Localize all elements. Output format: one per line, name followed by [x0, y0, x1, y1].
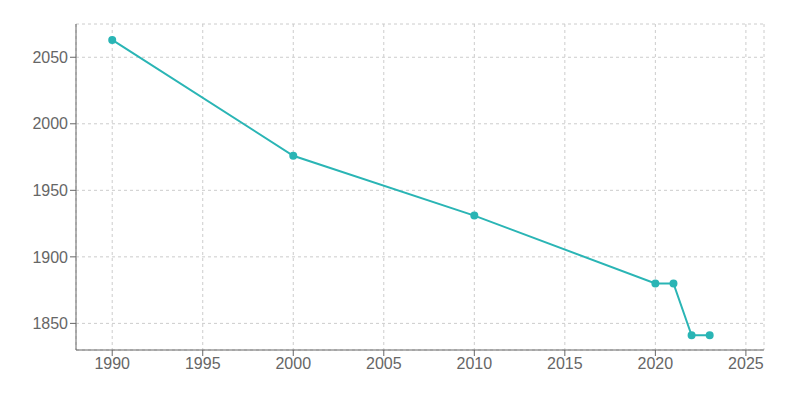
svg-text:2010: 2010	[457, 355, 493, 372]
svg-text:2000: 2000	[32, 115, 68, 132]
svg-text:2005: 2005	[366, 355, 402, 372]
svg-text:2020: 2020	[638, 355, 674, 372]
svg-text:2050: 2050	[32, 49, 68, 66]
svg-text:1950: 1950	[32, 182, 68, 199]
svg-text:1850: 1850	[32, 315, 68, 332]
svg-text:1900: 1900	[32, 249, 68, 266]
svg-text:2025: 2025	[728, 355, 764, 372]
svg-text:2015: 2015	[547, 355, 583, 372]
svg-text:1995: 1995	[185, 355, 221, 372]
svg-text:1990: 1990	[94, 355, 130, 372]
svg-text:2000: 2000	[275, 355, 311, 372]
